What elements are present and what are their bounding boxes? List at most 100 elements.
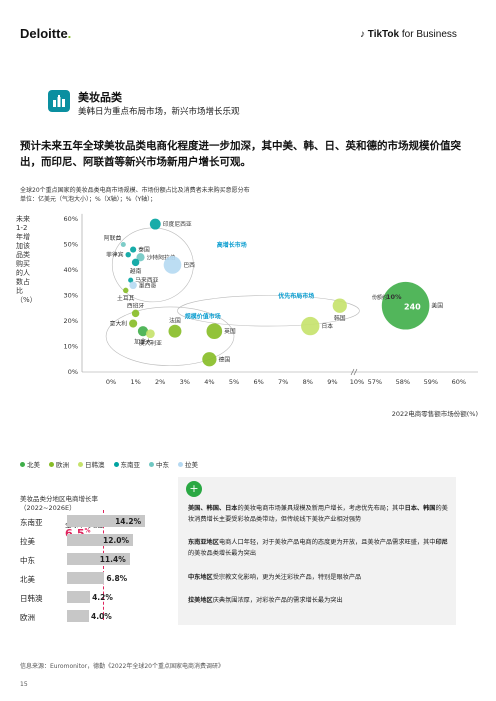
bubble-label: 泰国 [138, 246, 150, 254]
legend-swatch [113, 461, 119, 467]
bubble-label: 澳大利亚 [139, 339, 162, 347]
cosmetics-icon [48, 90, 70, 112]
share-annotation-value: 56% [400, 274, 416, 282]
legend-swatch [20, 461, 25, 467]
x-tick-label: 9% [327, 378, 337, 386]
x-tick-label: 0% [106, 378, 116, 386]
legend-swatch [78, 461, 83, 467]
legend-swatch [49, 461, 54, 467]
bubble-point [131, 309, 140, 318]
bubble-point [168, 324, 182, 338]
legend-item: 拉美 [178, 459, 198, 469]
bubble-point [206, 323, 223, 340]
section-title: 美妆品类 [78, 91, 122, 104]
growth-bar-value: 6.8% [106, 574, 128, 583]
growth-bar-row: 拉美 12.0% [0, 534, 160, 548]
tiktok-logo: ♪ TikTok for Business [360, 29, 457, 40]
x-tick-label: 59% [424, 378, 438, 386]
bubble-point [136, 253, 145, 262]
insight-4: 拉美地区庆典氛围浓厚，对彩妆产品的需求增长最为突出 [188, 597, 343, 604]
bubble-label: 加拿大 [134, 337, 152, 345]
chart-legend: 北美 欧洲 日韩澳 东南亚 中东 拉美 [20, 459, 198, 469]
growth-bar-row: 中东 11.4% [0, 553, 160, 567]
axis-break [353, 368, 358, 376]
y-tick-label: 40% [64, 266, 78, 274]
growth-bar-label: 东南亚 [20, 518, 43, 527]
cluster-label: 规模价值市场 [185, 312, 221, 320]
growth-bar-row: 东南亚 14.2% [0, 515, 160, 529]
bubble-point [120, 241, 126, 248]
bubble-label: 土耳其 [117, 294, 135, 302]
x-tick-label: 4% [204, 378, 214, 386]
bubble-point [332, 298, 347, 313]
bubble-point [149, 218, 161, 230]
growth-bar-value: 14.2% [115, 517, 142, 526]
bubble-label: 越南 [130, 267, 142, 275]
bubble-label: 韩国 [334, 314, 346, 322]
y-tick-label: 20% [64, 317, 78, 325]
cluster-ellipse [177, 295, 360, 327]
insight-3: 中东地区受宗教文化影响，更为关注彩妆产品，特别是眼妆产品 [188, 574, 362, 581]
y-axis-label: 未来1-2年增加该品类购买的人数占比（%） [16, 215, 37, 304]
x-tick-label: 2% [155, 378, 165, 386]
legend-item: 日韩澳 [78, 459, 105, 469]
growth-bar [67, 572, 105, 584]
growth-bar-row: 欧洲 4.0% [0, 610, 160, 624]
plus-icon: + [186, 481, 202, 497]
legend-label: 日韩澳 [85, 461, 105, 469]
bubble-point [137, 326, 149, 337]
growth-bar-value: 11.4% [99, 555, 126, 564]
bubble-label: 印度尼西亚 [163, 220, 192, 228]
legend-item: 中东 [149, 459, 169, 469]
bubble-point [128, 277, 134, 283]
bubble-point [202, 352, 217, 367]
bubble-label: 意大利 [110, 320, 128, 328]
bubble-label: 英国 [224, 327, 236, 335]
x-tick-label: 10% [350, 378, 364, 386]
bubble-point [145, 329, 155, 339]
bubble-label: 菲律宾 [106, 251, 124, 259]
growth-bar-label: 北美 [20, 575, 35, 584]
insight-1: 美国、韩国、日本的美妆电商市场兼具规模及新用户增长，考虑优先布局；其中日本、韩国… [188, 505, 448, 523]
bubble-label: 墨西哥 [139, 282, 157, 289]
bubble-size-annotation: 240 [404, 303, 421, 312]
legend-label: 中东 [156, 461, 169, 469]
x-tick-label: 7% [278, 378, 288, 386]
growth-bar [67, 591, 91, 603]
insights-box: 美国、韩国、日本的美妆电商市场兼具规模及新用户增长，考虑优先布局；其中日本、韩国… [178, 477, 456, 625]
growth-bar-label: 日韩澳 [20, 594, 43, 603]
source-note: 信息来源：Euromonitor，德勤《2022年全球20个重点国家电商消费调研… [20, 663, 224, 670]
headline: 预计未来五年全球美妆品类电商化程度进一步加深，其中美、韩、日、英和德的市场规模价… [20, 140, 461, 168]
y-tick-label: 30% [64, 292, 78, 300]
growth-bar [67, 534, 133, 546]
x-tick-label: 1% [130, 378, 140, 386]
x-tick-label: 58% [396, 378, 410, 386]
bubble-point [125, 251, 131, 258]
legend-swatch [149, 461, 154, 467]
growth-bar-label: 中东 [20, 556, 35, 565]
bubble-label: 马来西亚 [135, 276, 158, 284]
legend-item: 东南亚 [113, 459, 140, 469]
share-annotation-value: 10% [386, 293, 402, 301]
growth-period: （2022~2026E） [20, 504, 76, 512]
share-annotation: 份额约 [372, 294, 387, 301]
growth-bar-value: 12.0% [103, 536, 130, 545]
bubble-chart: 0% 10% 20% 30% 40% 50% 60% 0% 1% 2% 3% 4% 5% 6% 7% 8% 9%… [64, 213, 478, 418]
bubble-point [130, 246, 137, 253]
section-subtitle: 美韩日为重点布局市场，新兴市场增长乐观 [78, 107, 240, 117]
bubble-point [301, 316, 320, 336]
growth-bar-label: 欧洲 [20, 613, 35, 622]
growth-title: 美妆品类分地区电商增长率 [20, 495, 98, 503]
legend-swatch [178, 461, 183, 467]
growth-bar-row: 日韩澳 4.2% [0, 591, 160, 605]
bubble-point [131, 258, 140, 267]
bubble-point [123, 287, 129, 294]
bubble-label: 沙特阿拉伯 [147, 253, 176, 261]
bubble-label: 德国 [219, 355, 231, 363]
x-axis-label: 2022电商零售额市场份额(%) [392, 409, 478, 418]
x-tick-label: 6% [253, 378, 263, 386]
bubble-label: 法国 [169, 317, 181, 325]
growth-bar [67, 610, 89, 622]
x-tick-label: 5% [229, 378, 239, 386]
y-tick-label: 0% [68, 368, 78, 376]
